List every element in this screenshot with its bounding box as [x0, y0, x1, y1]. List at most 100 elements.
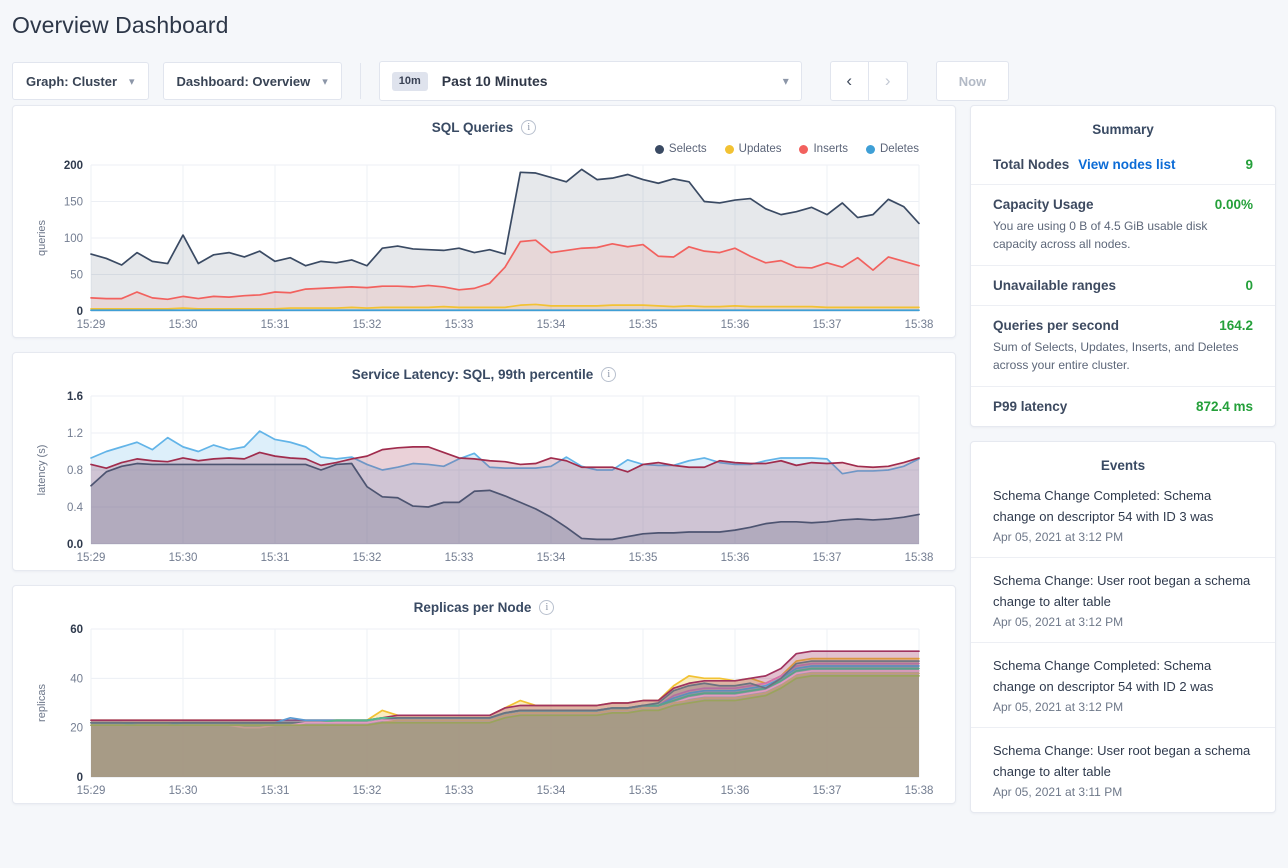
info-icon[interactable]: i: [601, 367, 617, 382]
chart-card-sql-queries: SQL Queries i Selects Updates Inserts: [12, 105, 956, 338]
next-time-button[interactable]: ›: [868, 61, 908, 101]
chevron-down-icon: ▾: [322, 75, 328, 88]
plot-svg: 0.0 0.4 0.8 1.2 1.6 15:29 15:30 15:31 15:32 15:33…: [36, 391, 934, 564]
summary-row-value: 9: [1245, 157, 1253, 172]
event-item[interactable]: Schema Change Completed: Schema change o…: [971, 481, 1275, 557]
summary-row-label: Queries per second: [993, 318, 1120, 333]
legend-item-selects[interactable]: Selects: [654, 143, 707, 155]
summary-row-label: Unavailable ranges: [993, 278, 1117, 293]
info-icon[interactable]: i: [539, 600, 555, 615]
svg-text:15:29: 15:29: [77, 552, 106, 564]
svg-text:1.6: 1.6: [67, 391, 83, 403]
svg-text:15:36: 15:36: [721, 552, 750, 564]
legend-item-updates[interactable]: Updates: [724, 143, 781, 155]
summary-rows: Total Nodes View nodes list 9 Capacity Usag…: [971, 145, 1275, 426]
summary-row-value: 872.4 ms: [1195, 399, 1253, 414]
svg-text:50: 50: [70, 270, 83, 282]
svg-text:15:31: 15:31: [261, 552, 290, 564]
svg-text:15:32: 15:32: [353, 552, 382, 564]
chevron-down-icon: ▾: [129, 75, 135, 88]
svg-text:15:38: 15:38: [905, 319, 934, 331]
chevron-down-icon: ▾: [782, 74, 789, 88]
graph-selector-dropdown[interactable]: Graph: Cluster ▾: [12, 62, 149, 100]
summary-row-head: Unavailable ranges 0: [993, 278, 1253, 293]
summary-row-head: Queries per second 164.2: [993, 318, 1253, 333]
summary-row: Queries per second 164.2 Sum of Selects, U…: [971, 305, 1275, 386]
now-button[interactable]: Now: [935, 61, 1010, 101]
svg-text:15:29: 15:29: [77, 319, 106, 331]
summary-panel: Summary Total Nodes View nodes list 9 Capac…: [970, 105, 1276, 427]
event-text: Schema Change: User root began a schema …: [993, 743, 1251, 780]
event-text: Schema Change: User root began a schema …: [993, 573, 1251, 610]
summary-row: Capacity Usage 0.00% You are using 0 B of …: [971, 184, 1275, 265]
svg-text:15:32: 15:32: [353, 785, 382, 797]
svg-text:15:37: 15:37: [813, 319, 842, 331]
svg-text:0.8: 0.8: [67, 465, 83, 477]
plot-service-latency[interactable]: 0.0 0.4 0.8 1.2 1.6 15:29 15:30 15:31 15:32 15:33…: [13, 382, 955, 570]
plot-svg: 0 50 100 150 200 15:29 15:30 15:31 15:32 15:33 15:…: [36, 160, 934, 331]
summary-row-description: You are using 0 B of 4.5 GiB usable disk…: [993, 219, 1208, 251]
svg-text:replicas: replicas: [36, 684, 48, 722]
chart-title-service-latency: Service Latency: SQL, 99th percentile i: [13, 353, 955, 382]
summary-row: P99 latency 872.4 ms: [971, 386, 1275, 426]
svg-text:150: 150: [64, 197, 83, 209]
legend-item-deletes[interactable]: Deletes: [866, 143, 919, 155]
svg-text:15:31: 15:31: [261, 319, 290, 331]
plot-replicas-per-node[interactable]: 0 20 40 60 15:29 15:30 15:31 15:32 15:33 15:34 15:…: [13, 615, 955, 803]
svg-text:15:35: 15:35: [629, 785, 658, 797]
event-item[interactable]: Schema Change: User root began a schema …: [971, 727, 1275, 812]
svg-text:15:33: 15:33: [445, 319, 474, 331]
chart-title-replicas-per-node: Replicas per Node i: [13, 586, 955, 615]
svg-text:15:30: 15:30: [169, 785, 198, 797]
event-timestamp: Apr 05, 2021 at 3:12 PM: [993, 615, 1124, 630]
svg-text:15:31: 15:31: [261, 785, 290, 797]
svg-text:15:37: 15:37: [813, 552, 842, 564]
dashboard-selector-label: Dashboard: Overview: [176, 73, 311, 89]
legend-swatch: [654, 144, 664, 154]
event-timestamp: Apr 05, 2021 at 3:12 PM: [993, 700, 1124, 715]
summary-row-label: P99 latency: [993, 399, 1068, 414]
event-item[interactable]: Schema Change: User root began a schema …: [971, 557, 1275, 642]
chart-card-replicas-per-node: Replicas per Node i 0 20 40 60 15:29 15:30 15:…: [12, 585, 956, 804]
svg-text:latency (s): latency (s): [36, 445, 48, 496]
toolbar-divider: [359, 63, 361, 99]
plot-sql-queries[interactable]: 0 50 100 150 200 15:29 15:30 15:31 15:32 15:33 15:…: [13, 155, 955, 337]
summary-row-label: Capacity Usage: [993, 197, 1094, 212]
svg-text:15:34: 15:34: [537, 785, 566, 797]
time-nav-group: ‹ ›: [829, 61, 908, 101]
legend-swatch: [799, 144, 809, 154]
view-nodes-list-link[interactable]: View nodes list: [1078, 157, 1176, 172]
chart-legend-sql-queries: Selects Updates Inserts Deletes: [13, 135, 955, 155]
summary-row: Total Nodes View nodes list 9: [971, 145, 1275, 184]
time-range-picker[interactable]: 10m Past 10 Minutes ▾: [378, 61, 802, 101]
svg-text:100: 100: [64, 233, 83, 245]
svg-text:0: 0: [77, 306, 83, 318]
summary-row: Unavailable ranges 0: [971, 265, 1275, 305]
events-list: Schema Change Completed: Schema change o…: [971, 481, 1275, 812]
summary-row-label: Total Nodes: [993, 157, 1070, 172]
svg-text:15:33: 15:33: [445, 552, 474, 564]
events-panel: Events Schema Change Completed: Schema c…: [970, 441, 1276, 814]
summary-title: Summary: [1092, 122, 1154, 137]
svg-text:15:38: 15:38: [905, 552, 934, 564]
event-item[interactable]: Schema Change Completed: Schema change o…: [971, 642, 1275, 727]
summary-row-head: Total Nodes View nodes list 9: [993, 157, 1253, 172]
events-title: Events: [1100, 458, 1146, 473]
event-text: Schema Change Completed: Schema change o…: [993, 658, 1214, 695]
summary-row-value: 0: [1245, 278, 1253, 293]
info-icon[interactable]: i: [521, 120, 537, 135]
summary-row-value: 164.2: [1219, 318, 1253, 333]
svg-text:15:34: 15:34: [537, 552, 566, 564]
prev-time-button[interactable]: ‹: [829, 61, 869, 101]
svg-text:15:38: 15:38: [905, 785, 934, 797]
page-title: Overview Dashboard: [12, 12, 229, 38]
event-text: Schema Change Completed: Schema change o…: [993, 488, 1214, 525]
svg-text:15:35: 15:35: [629, 319, 658, 331]
svg-text:1.2: 1.2: [67, 428, 83, 440]
summary-row-value: 0.00%: [1214, 197, 1253, 212]
dashboard-selector-dropdown[interactable]: Dashboard: Overview ▾: [162, 62, 342, 100]
summary-row-head: P99 latency 872.4 ms: [993, 399, 1253, 414]
summary-row-description: Sum of Selects, Updates, Inserts, and De…: [993, 340, 1239, 372]
legend-item-inserts[interactable]: Inserts: [799, 143, 848, 155]
